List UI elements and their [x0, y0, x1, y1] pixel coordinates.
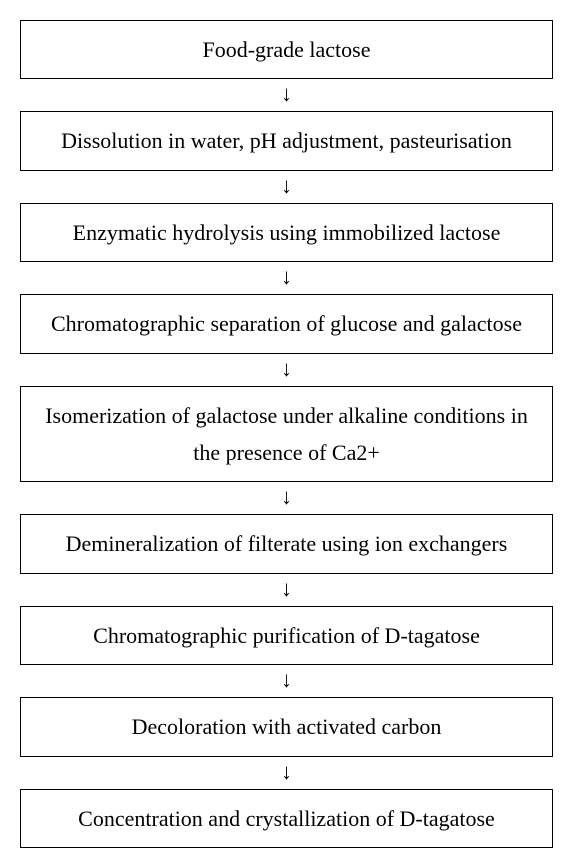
arrow-icon: ↓ [281, 482, 292, 514]
step-box: Dissolution in water, pH adjustment, pas… [20, 111, 553, 170]
arrow-icon: ↓ [281, 79, 292, 111]
arrow-icon: ↓ [281, 665, 292, 697]
arrow-icon: ↓ [281, 574, 292, 606]
step-box: Isomerization of galactose under alkalin… [20, 386, 553, 483]
arrow-icon: ↓ [281, 171, 292, 203]
step-label: Chromatographic separation of glucose an… [51, 311, 522, 336]
step-label: Enzymatic hydrolysis using immobilized l… [73, 220, 501, 245]
step-box: Chromatographic separation of glucose an… [20, 294, 553, 353]
arrow-icon: ↓ [281, 262, 292, 294]
step-label: Dissolution in water, pH adjustment, pas… [61, 128, 512, 153]
step-box: Chromatographic purification of D-tagato… [20, 606, 553, 665]
step-label: Isomerization of galactose under alkalin… [45, 403, 528, 465]
step-label: Decoloration with activated carbon [132, 714, 442, 739]
process-flowchart: Food-grade lactose ↓ Dissolution in wate… [20, 20, 553, 848]
step-box: Concentration and crystallization of D-t… [20, 789, 553, 848]
step-label: Food-grade lactose [203, 37, 371, 62]
step-box: Decoloration with activated carbon [20, 697, 553, 756]
step-box: Enzymatic hydrolysis using immobilized l… [20, 203, 553, 262]
step-label: Chromatographic purification of D-tagato… [93, 623, 480, 648]
arrow-icon: ↓ [281, 354, 292, 386]
step-label: Demineralization of filterate using ion … [66, 531, 508, 556]
step-box: Food-grade lactose [20, 20, 553, 79]
step-box: Demineralization of filterate using ion … [20, 514, 553, 573]
arrow-icon: ↓ [281, 757, 292, 789]
step-label: Concentration and crystallization of D-t… [78, 806, 495, 831]
